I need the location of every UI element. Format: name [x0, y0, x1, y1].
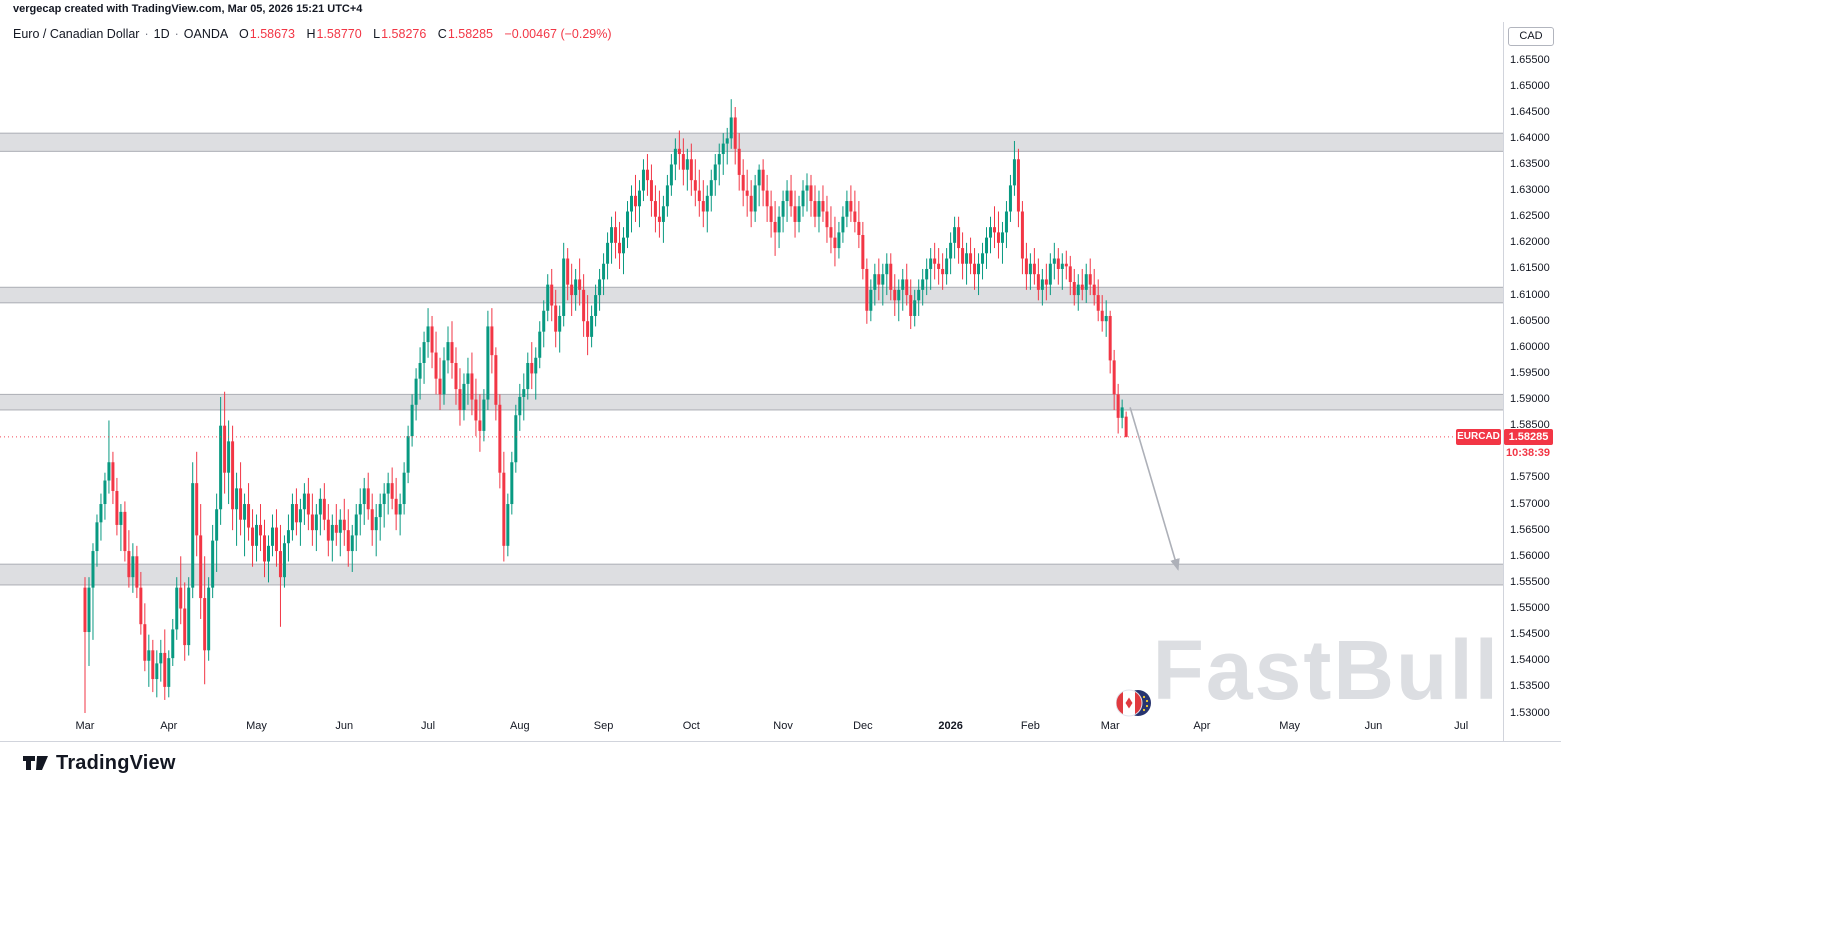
symbol-title[interactable]: Euro / Canadian Dollar [13, 27, 140, 41]
time-axis-month-label: Dec [853, 720, 873, 732]
time-axis-month-label: Mar [1100, 720, 1120, 732]
ohlc-high-value: 1.58770 [316, 27, 362, 41]
candles[interactable] [83, 99, 1128, 713]
price-tick: 1.61500 [1510, 262, 1550, 275]
time-axis-month-label: Feb [1020, 720, 1040, 732]
ohlc-low-value: 1.58276 [381, 27, 427, 41]
price-tick: 1.54000 [1510, 654, 1550, 667]
ohlc-low-label: L [373, 27, 381, 41]
sr-zone[interactable] [0, 394, 1503, 411]
price-tick: 1.60500 [1510, 314, 1550, 327]
sr-zone[interactable] [0, 287, 1503, 303]
ohlc-close-value: 1.58285 [447, 27, 493, 41]
time-axis-month-label: Jun [1364, 720, 1383, 732]
price-tick: 1.55000 [1510, 602, 1550, 615]
symbol-price-flag[interactable]: EURCAD [1456, 428, 1501, 445]
chart-overlays[interactable] [0, 407, 1503, 571]
ohlc-close-label: C [437, 27, 447, 41]
ohlc-open-value: 1.58673 [249, 27, 295, 41]
time-axis-month-label: Aug [510, 720, 530, 732]
time-axis-year-label: 2026 [938, 720, 963, 732]
time-axis-month-label: Jul [421, 720, 436, 732]
quote-currency-badge[interactable]: CAD [1508, 27, 1554, 46]
time-axis-separator [0, 741, 1561, 742]
exchange-label[interactable]: OANDA [183, 27, 228, 41]
price-tick: 1.53500 [1510, 680, 1550, 693]
price-tick: 1.62500 [1510, 210, 1550, 223]
separator-dot: · [144, 27, 149, 41]
bar-countdown: 10:38:39 [1506, 446, 1551, 459]
time-axis-month-label: Sep [593, 720, 614, 732]
price-tick: 1.57000 [1510, 497, 1550, 510]
price-tick: 1.65000 [1510, 79, 1550, 92]
price-tick: 1.60000 [1510, 340, 1550, 353]
time-axis-month-label: Apr [1193, 720, 1211, 732]
price-tick: 1.56500 [1510, 523, 1550, 536]
time-axis-month-label: Mar [75, 720, 95, 732]
ohlc-high-label: H [306, 27, 316, 41]
separator-dot: · [174, 27, 179, 41]
price-tick: 1.54500 [1510, 628, 1550, 641]
time-axis-month-label: Jul [1454, 720, 1469, 732]
sr-zone[interactable] [0, 564, 1503, 586]
tradingview-logo-text: TradingView [56, 751, 176, 774]
ohlc-open-label: O [239, 27, 249, 41]
price-tick: 1.63000 [1510, 184, 1550, 197]
support-resistance-zones[interactable] [0, 132, 1503, 586]
time-axis[interactable]: Mar Apr May Jun Jul Aug Sep Oct Nov Dec 2026 Feb Mar… [0, 715, 1503, 741]
tradingview-logo[interactable]: TradingView [22, 751, 176, 775]
symbol-info-bar: Euro / Canadian Dollar · 1D · OANDA O1.58673… [13, 27, 612, 41]
projection-arrow[interactable] [1129, 407, 1180, 571]
price-axis[interactable]: CAD 1.65500 1.65000 1.64500 1.64000 1.63500 1… [1503, 22, 1835, 741]
price-tick: 1.57500 [1510, 471, 1550, 484]
price-tick: 1.55500 [1510, 575, 1550, 588]
price-tick: 1.65500 [1510, 53, 1550, 66]
time-axis-month-label: May [1279, 720, 1301, 732]
sr-zone[interactable] [0, 133, 1503, 152]
time-axis-month-label: Oct [682, 720, 700, 732]
price-tick: 1.59500 [1510, 366, 1550, 379]
price-tick: 1.58500 [1510, 419, 1550, 432]
time-axis-month-label: May [246, 720, 267, 732]
fastbull-watermark: FastBull [1152, 623, 1500, 717]
interval-label[interactable]: 1D [153, 27, 170, 41]
price-tick: 1.62000 [1510, 236, 1550, 249]
price-tick: 1.64000 [1510, 131, 1550, 144]
change-value: −0.00467 (−0.29%) [504, 27, 612, 41]
time-axis-month-label: Nov [773, 720, 793, 732]
attribution-text: vergecap created with TradingView.com, M… [13, 3, 363, 15]
price-tick: 1.56000 [1510, 549, 1550, 562]
time-axis-month-label: Apr [160, 720, 178, 732]
tradingview-logo-mark [23, 756, 48, 770]
price-tick: 1.53000 [1510, 706, 1550, 719]
eurcad-pair-icon [1116, 689, 1151, 717]
price-tick: 1.61000 [1510, 288, 1550, 301]
chart-plot-area[interactable] [0, 22, 1503, 742]
price-tick: 1.64500 [1510, 105, 1550, 118]
last-price-label[interactable]: 1.58285 [1504, 428, 1553, 445]
price-tick: 1.59000 [1510, 393, 1550, 406]
time-axis-month-label: Jun [335, 720, 354, 732]
price-tick: 1.63500 [1510, 157, 1550, 170]
